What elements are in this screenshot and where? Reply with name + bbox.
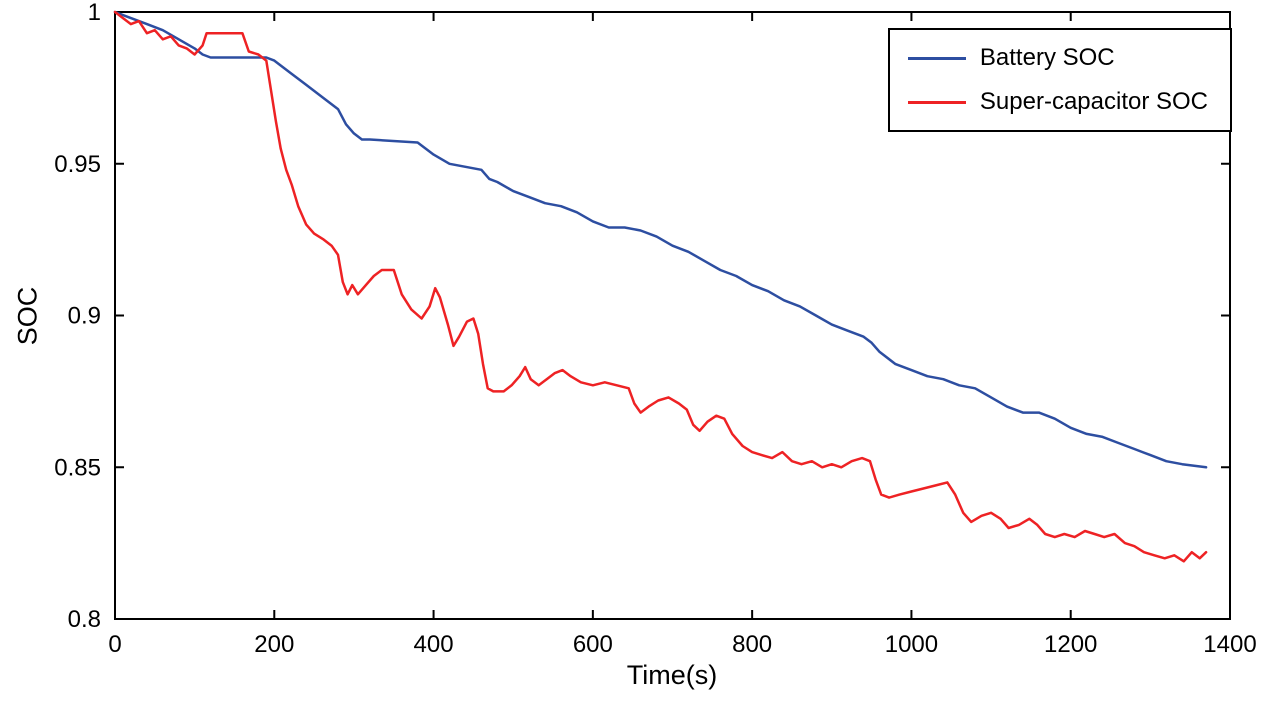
- x-tick-label: 1400: [1203, 631, 1256, 658]
- x-tick-label: 400: [414, 631, 454, 658]
- x-tick-label: 600: [573, 631, 613, 658]
- y-axis-label: SOC: [12, 286, 43, 346]
- super-capacitor-soc-line-swatch: [907, 100, 966, 104]
- x-tick-label: 0: [108, 631, 121, 658]
- y-tick-label: 0.85: [54, 454, 101, 481]
- x-tick-label: 1000: [885, 631, 938, 658]
- y-tick-label: 1: [88, 0, 101, 26]
- legend-entry-battery: Battery SOC: [907, 44, 1208, 72]
- x-axis-label: Time(s): [626, 660, 718, 690]
- legend-entry-supercap: Super-capacitor SOC: [907, 88, 1208, 116]
- y-tick-label: 0.9: [68, 303, 101, 330]
- battery-soc-line-swatch: [907, 56, 966, 60]
- legend-label-supercap: Super-capacitor SOC: [979, 88, 1208, 115]
- x-tick-label: 1200: [1044, 631, 1097, 658]
- legend-label-battery: Battery SOC: [979, 44, 1115, 71]
- y-tick-label: 0.95: [54, 151, 101, 178]
- x-tick-label: 800: [732, 631, 772, 658]
- x-tick-label: 200: [254, 631, 294, 658]
- series-line-super-capacitor-soc: [113, 10, 1208, 563]
- y-tick-label: 0.8: [68, 606, 101, 633]
- series-line-battery-soc: [113, 10, 1208, 469]
- legend: Battery SOC Super-capacitor SOC: [887, 28, 1232, 132]
